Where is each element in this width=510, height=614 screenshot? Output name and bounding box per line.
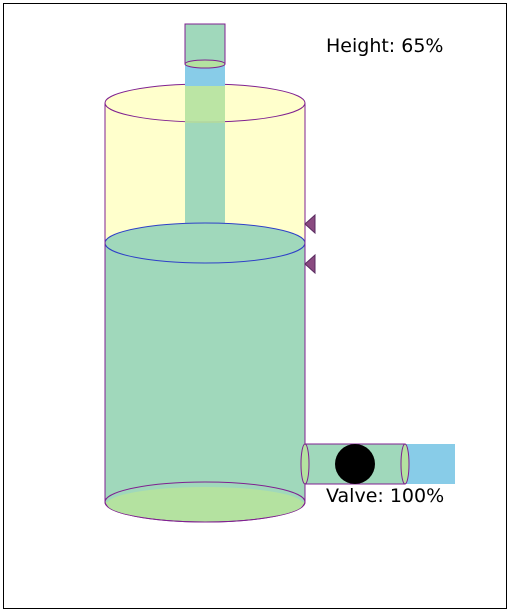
tank-liquid: [105, 243, 305, 501]
level-marker-high: [304, 213, 316, 235]
liquid-surface: [104, 222, 306, 264]
inlet-pipe: [184, 23, 226, 65]
inflow-stream-lid: [185, 85, 225, 123]
tank-bottom-fill: [107, 487, 303, 521]
valve[interactable]: [335, 444, 375, 484]
inflow-stream-inner: [185, 103, 225, 243]
outlet-pipe-end: [400, 443, 410, 485]
valve-label: Valve: 100%: [326, 485, 445, 507]
outlet-pipe-start: [300, 443, 310, 485]
outflow-stream: [405, 444, 455, 484]
inflow-stream-upper: [185, 64, 225, 86]
height-label: Height: 65%: [326, 35, 444, 57]
inlet-pipe-end: [184, 59, 226, 69]
level-marker-low: [304, 253, 316, 275]
